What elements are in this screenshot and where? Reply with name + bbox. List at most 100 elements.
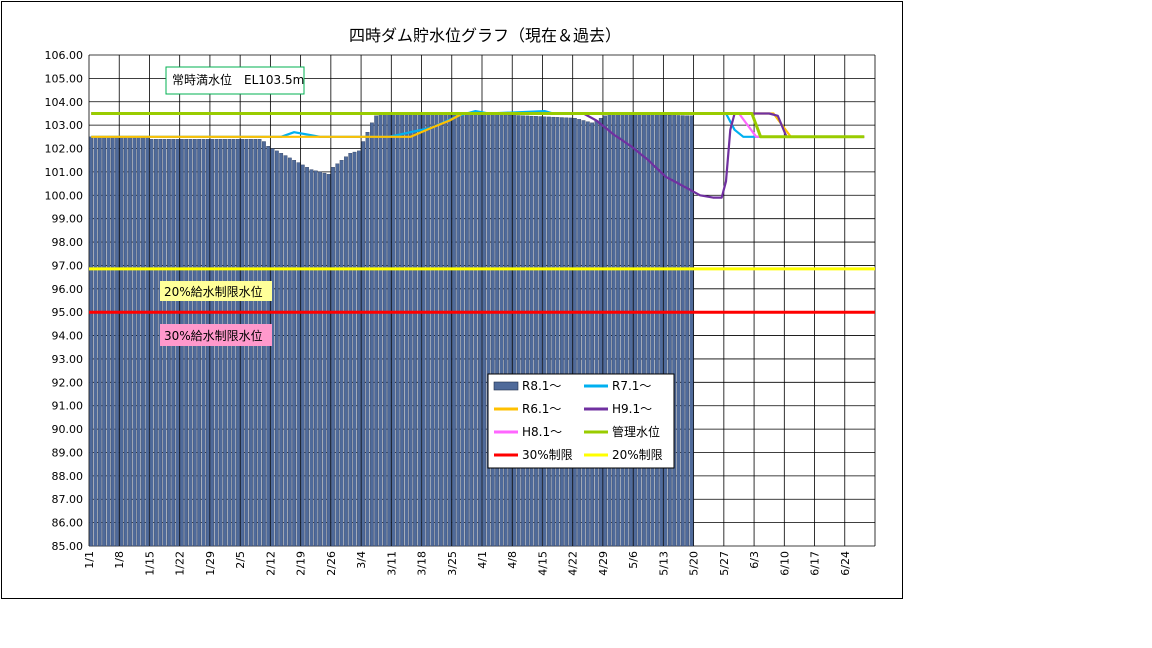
- y-tick-label: 85.00: [52, 540, 84, 553]
- legend-label: H9.1～: [612, 402, 652, 416]
- y-tick-label: 101.00: [45, 166, 84, 179]
- x-tick-label: 3/18: [416, 551, 429, 576]
- bar: [620, 113, 625, 547]
- bar: [465, 113, 469, 547]
- bar: [266, 146, 271, 547]
- annotation-box: [165, 66, 305, 95]
- bar: [616, 113, 620, 547]
- y-tick-label: 90.00: [52, 423, 84, 436]
- bar: [348, 153, 353, 547]
- bar: [283, 155, 288, 547]
- bar: [434, 113, 439, 547]
- x-tick-label: 6/3: [748, 551, 761, 569]
- bar: [564, 117, 569, 547]
- chart-frame: 四時ダム貯水位グラフ（現在＆過去） 85.00 86.00 87.00 88.00 89…: [1, 1, 903, 599]
- x-tick-label: 2/26: [325, 551, 338, 576]
- bar: [404, 113, 409, 547]
- bar: [495, 114, 499, 547]
- bar: [508, 114, 512, 547]
- x-tick-label: 2/12: [264, 551, 277, 576]
- x-tick-label: 6/10: [778, 551, 791, 576]
- y-tick-label: 99.00: [52, 213, 84, 226]
- bar: [633, 114, 638, 547]
- bar: [529, 115, 534, 547]
- x-tick-label: 4/1: [476, 551, 489, 569]
- bar: [581, 120, 586, 547]
- x-tick-label: 1/29: [204, 551, 217, 576]
- x-tick-label: 4/15: [536, 551, 549, 576]
- bar: [534, 116, 538, 547]
- bar: [667, 115, 672, 547]
- y-tick-label: 88.00: [52, 470, 84, 483]
- bar: [292, 160, 297, 547]
- bar: [482, 113, 487, 547]
- y-tick-label: 102.00: [45, 143, 84, 156]
- bar: [309, 169, 314, 547]
- x-tick-label: 1/15: [143, 551, 156, 576]
- bar: [676, 115, 681, 547]
- bar: [560, 117, 564, 547]
- bar: [447, 113, 452, 547]
- y-tick-label: 86.00: [52, 517, 84, 530]
- bar: [503, 114, 508, 547]
- bar: [430, 113, 435, 547]
- bar: [335, 163, 340, 547]
- y-tick-label: 105.00: [45, 72, 84, 85]
- x-tick-label: 2/19: [295, 551, 308, 576]
- y-tick-label: 97.00: [52, 259, 84, 272]
- bar: [680, 115, 685, 547]
- y-tick-label: 100.00: [45, 189, 84, 202]
- bar: [296, 162, 301, 547]
- x-tick-label: 1/22: [174, 551, 187, 576]
- x-tick-label: 6/24: [839, 551, 852, 576]
- chart-svg: 四時ダム貯水位グラフ（現在＆過去） 85.00 86.00 87.00 88.00 89…: [45, 26, 876, 576]
- legend-box: [487, 373, 675, 469]
- full-level-annotation: 常時満水位 EL103.5m: [165, 66, 305, 95]
- annotation-box: [160, 324, 272, 346]
- bar: [374, 115, 379, 547]
- bar: [568, 117, 573, 547]
- bar: [689, 115, 694, 547]
- bar: [585, 121, 590, 547]
- bar: [624, 113, 629, 547]
- legend: R8.1～ R7.1～ R6.1～ H9.1～ H8.1～ 管理水位 30%制限 20%制限: [487, 373, 675, 469]
- bar: [413, 113, 417, 547]
- bar: [629, 113, 633, 547]
- y-tick-label: 87.00: [52, 493, 84, 506]
- series-line: [91, 112, 865, 139]
- bar: [525, 115, 530, 547]
- bar: [391, 113, 396, 547]
- bar: [611, 113, 616, 547]
- y-tick-label: 93.00: [52, 353, 84, 366]
- bar: [318, 171, 322, 547]
- bar: [123, 136, 128, 547]
- x-tick-label: 4/22: [567, 551, 580, 576]
- bar: [97, 136, 102, 547]
- x-tick-label: 3/11: [385, 551, 398, 576]
- bar: [352, 151, 357, 547]
- bar: [300, 164, 305, 547]
- x-tick-label: 4/8: [506, 551, 519, 569]
- bar: [551, 116, 556, 547]
- bar: [555, 117, 560, 547]
- legend-label: H8.1～: [522, 425, 562, 439]
- annotation-text: 20%給水制限水位: [164, 284, 263, 299]
- bar: [119, 136, 124, 547]
- bar: [110, 136, 115, 547]
- legend-label: 20%制限: [612, 448, 663, 462]
- bar: [274, 150, 279, 547]
- bar: [685, 115, 690, 547]
- bar: [521, 115, 525, 547]
- legend-label: R6.1～: [522, 402, 561, 416]
- bar: [417, 113, 422, 547]
- y-tick-label: 94.00: [52, 330, 84, 343]
- plot-area: 85.00 86.00 87.00 88.00 89.00 90.00 91.00 92.00…: [45, 49, 876, 576]
- x-tick-label: 5/6: [627, 551, 640, 569]
- bar: [102, 136, 106, 547]
- bar: [499, 114, 504, 547]
- bar: [512, 115, 517, 547]
- bar: [400, 113, 404, 547]
- bar: [93, 136, 98, 547]
- bar: [279, 153, 284, 547]
- bar: [547, 116, 551, 547]
